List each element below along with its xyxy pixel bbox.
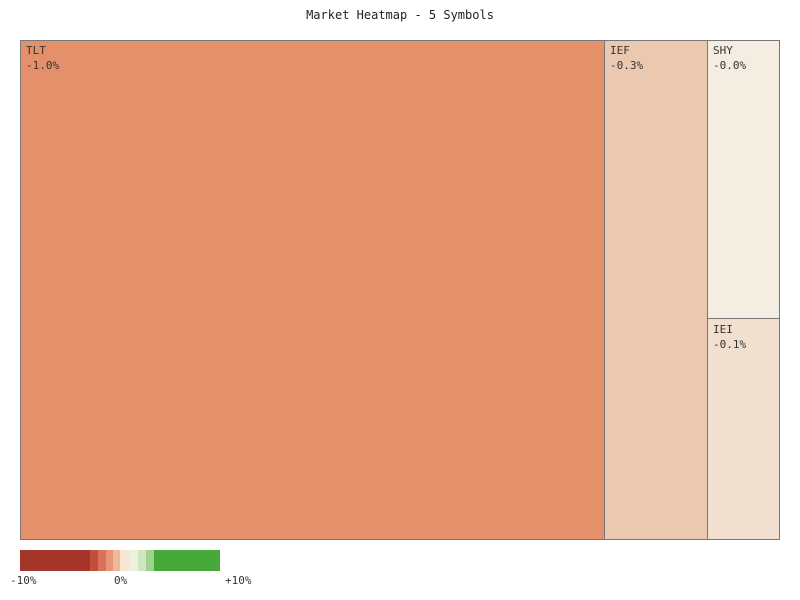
tile-iei-rect[interactable] (707, 318, 780, 540)
tile-shy-rect[interactable] (707, 40, 780, 319)
tile-shy[interactable]: SHY -0.0% (707, 40, 780, 319)
tile-tlt[interactable]: TLT -1.0% (20, 40, 605, 540)
legend-min-label: -10% (10, 574, 37, 587)
tile-shy-symbol: SHY (713, 44, 733, 57)
tile-iei[interactable]: IEI -0.1% (707, 318, 780, 540)
tile-ief-rect[interactable] (604, 40, 708, 540)
tile-iei-change: -0.1% (713, 338, 746, 351)
tile-tlt-symbol: TLT (26, 44, 46, 57)
legend-mid-label: 0% (114, 574, 128, 587)
tile-tlt-change: -1.0% (26, 59, 59, 72)
tile-shy-change: -0.0% (713, 59, 746, 72)
tile-tlt-rect[interactable] (20, 40, 605, 540)
tile-ief-symbol: IEF (610, 44, 630, 57)
chart-title: Market Heatmap - 5 Symbols (306, 8, 494, 22)
tile-ief-change: -0.3% (610, 59, 643, 72)
tile-ief[interactable]: IEF -0.3% (604, 40, 708, 540)
legend-max-label: +10% (225, 574, 252, 587)
tile-iei-symbol: IEI (713, 323, 733, 336)
